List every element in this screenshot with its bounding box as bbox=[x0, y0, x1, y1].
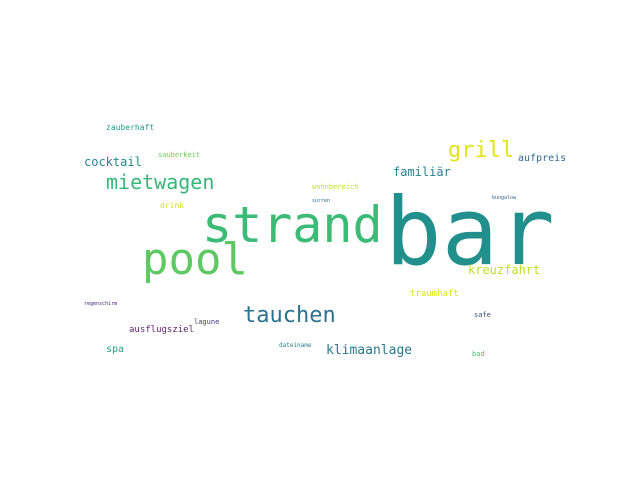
word-mietwagen: mietwagen bbox=[106, 170, 215, 194]
word-sauberkeit: sauberkeit bbox=[158, 151, 201, 159]
word-bad: bad bbox=[472, 350, 485, 358]
word-lagune: lagune bbox=[194, 318, 220, 326]
word-grill: grill bbox=[448, 138, 515, 163]
word-safe: safe bbox=[474, 311, 491, 319]
word-wohnbereich: wohnbereich bbox=[312, 183, 359, 191]
word-bungalow: bungalow bbox=[492, 195, 517, 201]
word-surren: surren bbox=[312, 198, 331, 204]
word-traumhaft: traumhaft bbox=[410, 289, 459, 299]
word-familiar: familiär bbox=[393, 165, 451, 179]
word-pool: pool bbox=[142, 234, 248, 285]
word-dateiname: dateiname bbox=[279, 342, 312, 349]
word-kreuzfahrt: kreuzfahrt bbox=[468, 263, 541, 277]
word-ausflugsziel: ausflugsziel bbox=[129, 325, 195, 335]
word-zauberhaft: zauberhaft bbox=[106, 123, 155, 132]
word-regenschirm: regenschirm bbox=[84, 301, 118, 307]
word-aufpreis: aufpreis bbox=[518, 153, 567, 164]
word-tauchen: tauchen bbox=[243, 303, 336, 328]
word-spa: spa bbox=[106, 344, 125, 355]
word-drink: drink bbox=[160, 201, 185, 210]
word-bar: bar bbox=[385, 178, 555, 287]
word-strand: strand bbox=[202, 196, 383, 254]
word-klimaanlage: klimaanlage bbox=[326, 343, 413, 358]
word-cocktail: cocktail bbox=[84, 155, 142, 169]
